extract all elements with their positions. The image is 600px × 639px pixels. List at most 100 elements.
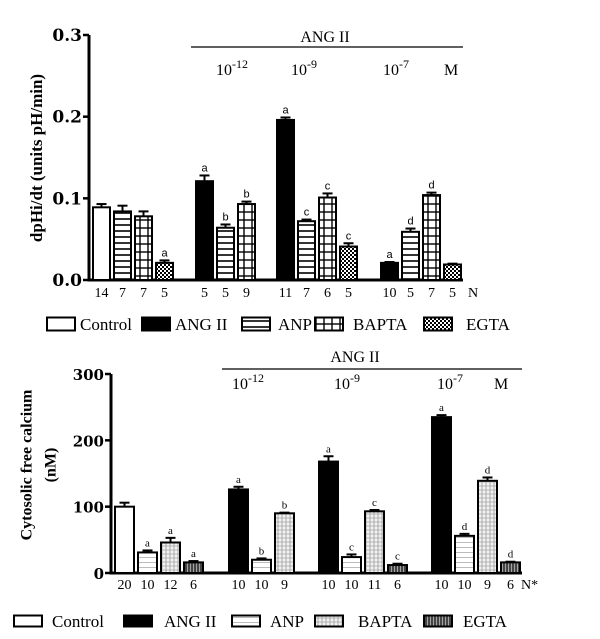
bar-anp <box>297 220 316 281</box>
n-label: 5 <box>201 286 208 301</box>
n-label: 10 <box>255 578 269 593</box>
bar-anp <box>251 558 272 575</box>
significance-label: c <box>372 497 377 509</box>
legend-label: BAPTA <box>353 315 408 334</box>
significance-label: c <box>395 551 400 563</box>
significance-label: a <box>201 162 208 174</box>
legend-item-egta: EGTA <box>423 612 508 631</box>
y-axis-label-unit: (nM) <box>43 448 60 483</box>
n-label: 11 <box>368 578 381 593</box>
n-label: 10 <box>345 578 359 593</box>
bar-bapta <box>134 215 153 282</box>
n-label: 10 <box>458 578 472 593</box>
significance-label: a <box>386 249 393 261</box>
significance-label: c <box>346 230 352 242</box>
n-label: 9 <box>484 578 491 593</box>
legend-item-bapta: BAPTA <box>314 612 413 631</box>
bar-egta <box>387 564 408 574</box>
bar-group-baseline: 20 a 10 a 12 a 6 <box>114 501 204 593</box>
bar-ang-ii <box>195 180 214 281</box>
bar-bapta <box>274 512 295 574</box>
significance-label: a <box>191 548 196 560</box>
concentration-label-ang-1e-7: 10-7 <box>383 57 409 79</box>
legend-swatch-control <box>13 614 43 628</box>
significance-label: a <box>282 104 289 116</box>
bar-group-ang-1e-12: a 5 b 5 b 9 <box>195 162 256 301</box>
bar-group-ang-1e-9: a 10 c 10 c 11 c 6 <box>318 443 408 593</box>
legend-swatch-ang-ii <box>123 614 153 628</box>
significance-label: a <box>168 525 173 537</box>
y-tick-label: 0.2 <box>52 108 82 128</box>
n-label: 7 <box>428 286 435 301</box>
concentration-label-ang-1e-9: 10-9 <box>334 371 360 393</box>
n-label: 5 <box>345 286 352 301</box>
n-label: 6 <box>324 286 331 301</box>
legend-item-ang-ii: ANG II <box>123 612 217 631</box>
n-label: 12 <box>164 578 178 593</box>
significance-label: b <box>222 211 228 223</box>
bar-anp <box>401 230 420 281</box>
legend-item-bapta: BAPTA <box>314 315 408 334</box>
significance-label: d <box>428 180 434 192</box>
legend-item-anp: ANP <box>231 612 304 631</box>
treatment-header: ANG II <box>330 349 379 366</box>
significance-label: d <box>407 216 413 228</box>
legend-swatch-anp <box>231 614 261 628</box>
significance-label: a <box>236 474 241 486</box>
n-label: 10 <box>383 286 397 301</box>
legend-swatch-bapta <box>314 614 344 628</box>
legend-label: ANG II <box>175 315 228 334</box>
n-label: 10 <box>435 578 449 593</box>
bar-bapta <box>477 479 498 574</box>
bar-egta <box>155 261 174 282</box>
y-axis-label: Cytosolic free calcium <box>19 389 36 540</box>
legend-label: ANG II <box>164 612 217 631</box>
significance-label: d <box>462 521 468 533</box>
y-tick-label: 0.0 <box>52 271 82 291</box>
significance-label: b <box>243 189 249 201</box>
legend-item-egta: EGTA <box>423 315 511 334</box>
legend-swatch-egta <box>423 614 453 628</box>
legend-label: ANP <box>270 612 304 631</box>
significance-label: c <box>325 180 331 192</box>
n-label: 5 <box>161 286 168 301</box>
bar-ang-ii <box>431 416 452 574</box>
bar-group-ang-1e-7: a 10 d 10 d 9 d 6 <box>431 402 521 593</box>
concentration-label-ang-1e-7: 10-7 <box>437 371 463 393</box>
bar-egta <box>339 245 358 281</box>
bar-anp <box>216 226 235 282</box>
bar-group-baseline: 14 7 7 a 5 <box>92 203 174 301</box>
y-tick-label: 200 <box>73 432 104 450</box>
legend-label: EGTA <box>466 315 511 334</box>
legend-label: EGTA <box>463 612 508 631</box>
bar-bapta <box>422 194 441 281</box>
bar-anp <box>454 534 475 574</box>
legend-swatch-control <box>46 316 76 332</box>
significance-label: a <box>145 537 150 549</box>
n-label: 7 <box>119 286 126 301</box>
bar-bapta <box>318 196 337 281</box>
y-tick-label: 0.1 <box>52 189 82 209</box>
y-tick-label: 100 <box>73 499 104 517</box>
concentration-label-ang-1e-12: 10-12 <box>232 371 264 393</box>
n-label: 10 <box>322 578 336 593</box>
bar-bapta <box>237 203 256 281</box>
significance-label: d <box>508 549 514 561</box>
n-label: 5 <box>449 286 456 301</box>
n-label: 11 <box>279 286 292 301</box>
n-label: 6 <box>190 578 197 593</box>
n-label: 5 <box>407 286 414 301</box>
bar-ang-ii <box>276 118 295 281</box>
legend-item-control: Control <box>13 612 104 631</box>
chart-bottom: 0 100 200 300 Cytosolic free calcium (nM) ANG … <box>13 349 538 631</box>
legend-item-control: Control <box>46 315 132 334</box>
concentration-unit: M <box>444 62 458 79</box>
bar-egta <box>500 561 521 574</box>
legend-item-ang-ii: ANG II <box>141 315 228 334</box>
legend-label: BAPTA <box>358 612 413 631</box>
bar-group-ang-1e-9: a 11 c 7 c 6 c 5 <box>276 104 358 301</box>
significance-label: c <box>304 207 310 219</box>
concentration-unit: M <box>494 376 508 393</box>
n-label: 7 <box>303 286 310 301</box>
